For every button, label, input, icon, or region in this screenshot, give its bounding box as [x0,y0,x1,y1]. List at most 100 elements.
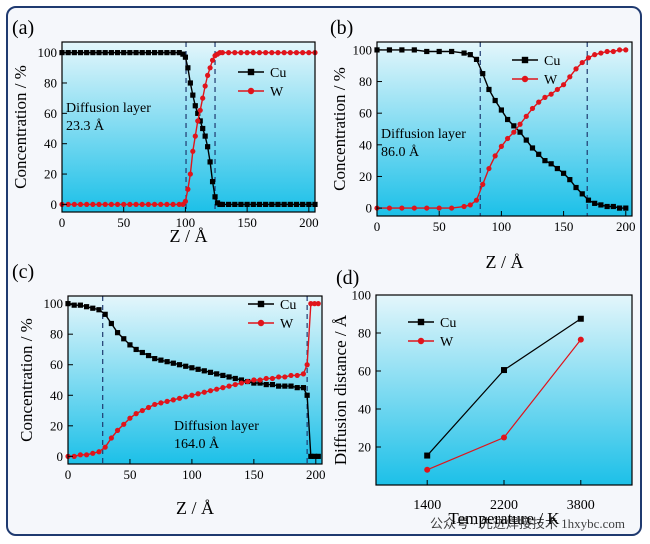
data-point-w [610,48,616,55]
data-point-cu [176,362,183,368]
data-point-w [623,47,629,53]
data-point-w [164,398,170,404]
panel-label: (d) [336,267,359,289]
data-point-w [250,50,256,56]
data-point-cu [96,50,102,56]
y-tick-label: 60 [359,106,372,121]
data-point-cu [294,385,300,391]
data-point-w [187,171,193,177]
data-point-w [282,374,288,380]
data-point-cu [205,144,211,150]
y-axis-label: Concentration / % [11,65,30,189]
x-tick-label: 0 [374,219,381,234]
x-tick-label: 200 [616,219,636,234]
x-tick-label: 0 [65,467,72,482]
y-tick-label: 20 [44,167,57,182]
data-point-w [226,383,232,389]
data-point-w [133,201,139,208]
data-point-w [287,50,293,56]
data-point-w [192,133,198,139]
data-point-w [108,201,114,208]
x-tick-label: 150 [237,215,257,230]
data-point-w [244,50,250,56]
chart-panel-b: 0 20 40 60 80 100 0 50 100 150 200 Z / Å Concentrati… [330,17,636,272]
data-point-w [65,201,71,208]
data-point-cu [282,383,288,389]
data-point-cu [220,372,226,379]
data-point-w [308,301,314,307]
data-point-cu [315,453,321,459]
data-point-w [424,466,431,473]
legend-marker-w [247,87,255,95]
data-point-w [90,201,96,208]
diffusion-layer-annotation: Diffusion layer [381,127,466,142]
data-point-w [269,50,275,56]
y-tick-label: 100 [353,42,373,57]
data-point-cu [200,125,206,132]
legend: Cu W [248,298,296,332]
data-point-cu [219,201,226,208]
data-point-cu [604,203,610,210]
data-point-cu [577,315,584,322]
data-point-cu [269,201,275,208]
data-point-cu [108,320,114,327]
data-point-w [114,201,121,208]
axes-frame [376,41,633,217]
data-point-w [461,203,467,210]
data-point-cu [90,305,96,311]
chart-panel-d: 20 40 60 80 100 1400 2200 3800 Temperature / K Di… [331,267,633,528]
data-point-cu [473,56,480,62]
data-point-w [281,50,287,56]
data-point-cu [176,50,182,56]
data-point-cu [180,51,186,57]
data-point-cu [560,170,567,176]
data-point-w [121,201,127,208]
data-point-cu [214,371,220,377]
data-point-cu [170,50,176,56]
data-point-cu [492,97,498,104]
data-point-cu [158,357,164,363]
data-point-cu [244,201,250,208]
data-point-w [523,113,529,119]
data-point-w [492,153,498,159]
data-point-w [245,378,251,385]
data-point-w [529,105,536,112]
data-point-w [411,205,417,211]
y-axis-label: Concentration / % [330,67,349,191]
y-tick-label: 40 [44,136,57,151]
data-point-w [306,50,312,56]
data-point-w [498,143,504,149]
data-point-w [592,52,598,58]
data-point-w [189,392,195,398]
data-point-cu [276,383,282,389]
data-point-cu [182,54,189,60]
data-point-w [473,197,480,203]
data-point-w [238,380,245,386]
legend-marker-cu [257,300,265,308]
data-point-w [170,201,176,208]
data-point-w [151,201,158,208]
data-point-w [220,385,226,391]
data-point-cu [505,116,511,123]
data-point-w [139,407,145,414]
data-point-cu [287,201,293,208]
data-point-w [152,401,158,408]
data-point-w [202,83,208,89]
data-point-cu [102,50,108,56]
legend-label-w: W [270,85,284,100]
data-point-cu [548,161,554,167]
y-tick-label: 100 [38,45,58,60]
diffusion-layer-annotation: 86.0 Å [381,144,420,160]
data-point-w [207,388,214,394]
x-tick-label: 150 [244,467,264,482]
data-point-w [226,50,232,56]
data-point-w [424,205,430,211]
y-tick-label: 40 [359,137,372,152]
data-point-w [467,202,473,208]
data-point-w [83,452,90,458]
data-point-w [288,372,294,379]
data-point-cu [542,158,548,164]
data-point-cu [71,50,77,56]
data-point-cu [96,307,102,313]
data-point-w [164,201,170,208]
